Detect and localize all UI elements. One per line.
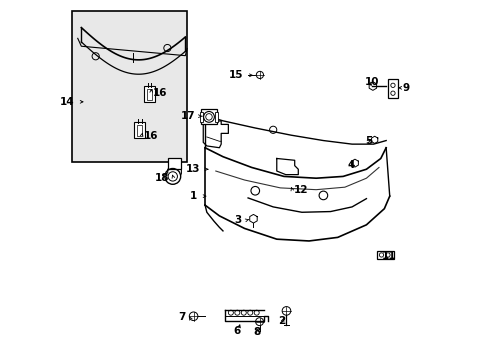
- Bar: [72, 12, 187, 162]
- Text: 17: 17: [180, 111, 195, 121]
- Bar: [376, 251, 394, 259]
- Bar: [201, 109, 216, 125]
- Text: 15: 15: [229, 70, 244, 80]
- Bar: [214, 112, 218, 122]
- Text: 10: 10: [364, 77, 379, 87]
- Text: 14: 14: [60, 97, 74, 107]
- Text: 16: 16: [153, 88, 167, 98]
- Text: 2: 2: [278, 316, 285, 325]
- Text: 4: 4: [346, 159, 354, 170]
- Text: 1: 1: [189, 191, 197, 201]
- Bar: [147, 89, 152, 100]
- Text: 8: 8: [253, 327, 260, 337]
- Text: 18: 18: [154, 173, 169, 183]
- Bar: [387, 79, 397, 98]
- Bar: [167, 158, 181, 169]
- Text: 16: 16: [143, 131, 158, 141]
- Text: 7: 7: [178, 312, 185, 322]
- Bar: [137, 125, 142, 135]
- Bar: [144, 86, 155, 102]
- Text: 11: 11: [381, 251, 395, 261]
- Text: 13: 13: [185, 164, 200, 174]
- Bar: [134, 122, 145, 138]
- Text: 3: 3: [234, 215, 242, 225]
- Text: 5: 5: [365, 136, 372, 145]
- Text: 12: 12: [293, 185, 308, 195]
- Bar: [199, 112, 203, 122]
- Text: 6: 6: [233, 325, 241, 336]
- Text: 9: 9: [402, 83, 408, 93]
